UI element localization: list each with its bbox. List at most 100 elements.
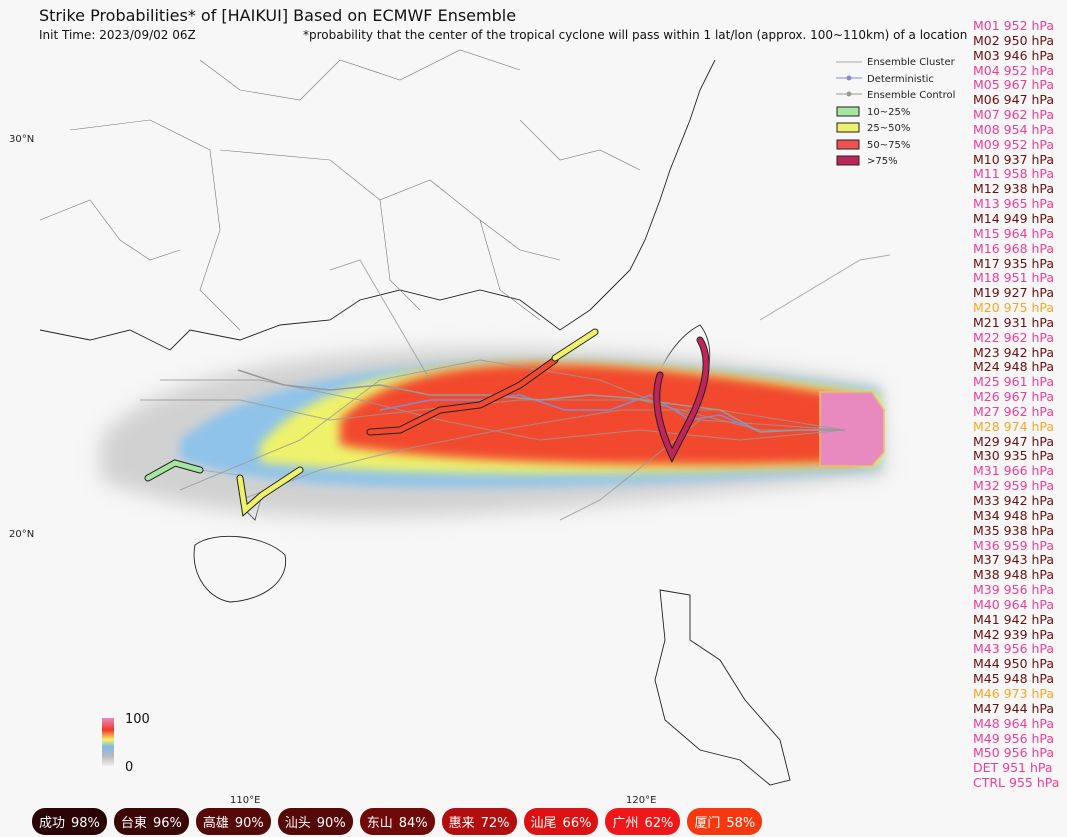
- city-badge: 东山 84%: [359, 808, 435, 835]
- member-pressure: M22 962 hPa: [973, 329, 1055, 345]
- colorbar-min: 0: [125, 760, 133, 775]
- city-name: 惠来: [448, 816, 475, 831]
- member-pressure: M23 942 hPa: [973, 344, 1055, 360]
- legend-label: Ensemble Control: [867, 90, 955, 101]
- member-pressure: M16 968 hPa: [973, 240, 1055, 256]
- colorbar: [102, 718, 114, 766]
- city-name: 高雄: [202, 816, 229, 831]
- member-pressure: M24 948 hPa: [973, 359, 1055, 375]
- city-name: 汕尾: [530, 816, 557, 831]
- member-pressure: M12 938 hPa: [973, 181, 1055, 197]
- city-name: 汕头: [284, 816, 311, 831]
- member-pressure: M42 939 hPa: [973, 626, 1055, 642]
- member-pressure: M26 967 hPa: [973, 389, 1055, 405]
- city-name: 东山: [366, 816, 393, 831]
- member-pressure: M40 964 hPa: [973, 596, 1055, 612]
- member-pressure: M47 944 hPa: [973, 700, 1055, 716]
- city-prob: 90%: [316, 816, 346, 831]
- control-track: [237, 369, 845, 433]
- city-name: 台東: [120, 816, 147, 831]
- legend-label: 50~75%: [867, 140, 910, 151]
- member-pressure: M28 974 hPa: [973, 418, 1055, 434]
- city-prob: 58%: [726, 816, 756, 831]
- member-pressure: M45 948 hPa: [973, 671, 1055, 687]
- city-badges: 成功 98% 台東 96% 高雄 90% 汕头 90% 东山 84% 惠来 72% 汕尾 66% 广州 62%…: [32, 808, 763, 835]
- colorbar-max: 100: [125, 712, 150, 727]
- lat-label: 30°N: [9, 134, 34, 145]
- member-pressure: M07 962 hPa: [973, 107, 1055, 123]
- member-pressure: M44 950 hPa: [973, 656, 1055, 672]
- member-pressure: M17 935 hPa: [973, 255, 1055, 271]
- city-prob: 98%: [71, 816, 100, 831]
- member-pressure: M13 965 hPa: [973, 196, 1055, 212]
- city-prob: 90%: [234, 816, 264, 831]
- city-badge: 汕尾 66%: [523, 808, 599, 835]
- legend-swatch: [836, 122, 860, 133]
- city-badge: 厦门 58%: [687, 808, 763, 835]
- member-pressure: M35 938 hPa: [973, 522, 1055, 538]
- member-pressure: M19 927 hPa: [973, 285, 1055, 301]
- member-pressure: M10 937 hPa: [973, 151, 1055, 167]
- member-pressure: M05 967 hPa: [973, 77, 1055, 93]
- probability-field: [100, 348, 885, 518]
- legend-marker: [846, 91, 852, 97]
- city-badge: 惠来 72%: [441, 808, 517, 835]
- city-prob: 84%: [398, 816, 428, 831]
- lon-label: 110°E: [230, 795, 260, 806]
- member-pressure: M08 954 hPa: [973, 121, 1055, 137]
- city-name: 广州: [612, 816, 639, 831]
- member-pressure: M18 951 hPa: [973, 270, 1055, 286]
- init-time: Init Time: 2023/09/02 06Z: [39, 28, 196, 42]
- member-pressure: M04 952 hPa: [973, 62, 1055, 78]
- member-pressure: M31 966 hPa: [973, 463, 1055, 479]
- city-name: 成功: [39, 816, 66, 831]
- member-pressure: M25 961 hPa: [973, 374, 1055, 390]
- member-pressure: M48 964 hPa: [973, 715, 1055, 731]
- city-badge: 台東 96%: [113, 808, 189, 835]
- member-pressure: M33 942 hPa: [973, 493, 1055, 508]
- note: *probability that the center of the trop…: [303, 28, 968, 42]
- province-borders: [39, 49, 641, 331]
- title: Strike Probabilities* of [HAIKUI] Based …: [39, 6, 517, 25]
- legend-label: Deterministic: [867, 74, 934, 85]
- member-pressure: M20 975 hPa: [973, 300, 1055, 316]
- member-pressure: M15 964 hPa: [973, 225, 1055, 241]
- city-badge: 广州 62%: [605, 808, 681, 835]
- member-pressure: DET 951 hPa: [973, 760, 1053, 776]
- legend-label: 25~50%: [867, 123, 910, 134]
- member-pressure: M38 948 hPa: [973, 567, 1055, 583]
- legend: Ensemble Cluster Deterministic Ensemble …: [836, 57, 956, 167]
- member-pressure: M11 958 hPa: [973, 166, 1055, 182]
- member-pressure: M43 956 hPa: [973, 641, 1055, 657]
- lon-label: 120°E: [626, 795, 656, 806]
- city-prob: 72%: [480, 816, 510, 831]
- member-pressure: M37 943 hPa: [973, 552, 1055, 568]
- city-badge: 高雄 90%: [195, 808, 271, 835]
- city-badge: 成功 98%: [32, 808, 107, 835]
- member-pressure: M02 950 hPa: [973, 32, 1055, 48]
- member-pressure: M29 947 hPa: [973, 433, 1055, 449]
- member-pressure: M49 956 hPa: [973, 730, 1055, 746]
- city-prob: 66%: [562, 816, 592, 831]
- legend-label: 10~25%: [867, 107, 910, 118]
- member-pressure: M27 962 hPa: [973, 403, 1055, 419]
- city-prob: 62%: [644, 816, 674, 831]
- city-name: 厦门: [694, 816, 721, 831]
- legend-swatch: [836, 106, 860, 117]
- member-pressure: M03 946 hPa: [973, 47, 1055, 63]
- legend-swatch: [836, 155, 860, 166]
- member-pressure: M39 956 hPa: [973, 582, 1055, 598]
- legend-label: >75%: [867, 156, 898, 167]
- city-prob: 96%: [152, 816, 182, 831]
- member-pressure: CTRL 955 hPa: [973, 775, 1060, 791]
- member-pressure: M41 942 hPa: [973, 611, 1055, 627]
- member-pressure: M14 949 hPa: [973, 210, 1055, 226]
- member-pressure: M34 948 hPa: [973, 507, 1055, 523]
- lat-label: 20°N: [9, 529, 34, 540]
- legend-marker: [846, 75, 852, 81]
- member-pressure: M32 959 hPa: [973, 478, 1055, 494]
- member-pressure: M46 973 hPa: [973, 685, 1055, 701]
- legend-swatch: [836, 139, 860, 150]
